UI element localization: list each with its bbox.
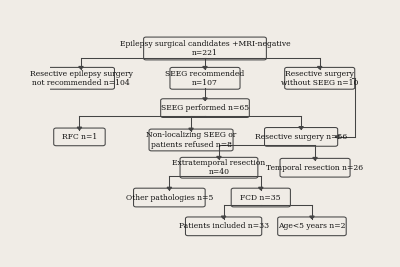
Text: RFC n=1: RFC n=1 [62, 133, 97, 141]
Polygon shape [299, 127, 303, 129]
Text: Temporal resection n=26: Temporal resection n=26 [266, 164, 364, 172]
FancyBboxPatch shape [231, 188, 290, 207]
Text: Resective surgery
without SEEG n=10: Resective surgery without SEEG n=10 [281, 70, 358, 87]
FancyBboxPatch shape [144, 37, 266, 60]
Polygon shape [217, 156, 221, 159]
Text: Other pathologies n=5: Other pathologies n=5 [126, 194, 213, 202]
Polygon shape [258, 187, 263, 190]
Text: Non-localizing SEEG or
patients refused n=8: Non-localizing SEEG or patients refused … [146, 131, 236, 148]
Text: Epilepsy surgical candidates +MRI-negative
n=221: Epilepsy surgical candidates +MRI-negati… [120, 40, 290, 57]
FancyBboxPatch shape [278, 217, 346, 236]
Text: FCD n=35: FCD n=35 [240, 194, 281, 202]
FancyBboxPatch shape [186, 217, 262, 236]
Polygon shape [189, 128, 193, 131]
FancyBboxPatch shape [180, 157, 258, 178]
Polygon shape [313, 158, 317, 160]
FancyBboxPatch shape [134, 188, 205, 207]
Text: SEEG recommended
n=107: SEEG recommended n=107 [165, 70, 245, 87]
FancyBboxPatch shape [280, 158, 350, 177]
FancyBboxPatch shape [285, 67, 355, 89]
Polygon shape [79, 66, 83, 69]
FancyBboxPatch shape [161, 99, 249, 117]
Text: SEEG performed n=65: SEEG performed n=65 [161, 104, 249, 112]
Polygon shape [203, 66, 207, 69]
Text: Age<5 years n=2: Age<5 years n=2 [278, 222, 346, 230]
FancyBboxPatch shape [54, 128, 105, 146]
FancyBboxPatch shape [48, 67, 114, 89]
Polygon shape [318, 66, 322, 69]
Polygon shape [310, 216, 314, 219]
FancyBboxPatch shape [170, 67, 240, 89]
Polygon shape [77, 127, 82, 130]
Polygon shape [221, 216, 226, 219]
FancyBboxPatch shape [264, 128, 338, 146]
Text: Patients included n=33: Patients included n=33 [178, 222, 269, 230]
Text: Resective epilepsy surgery
not recommended n=104: Resective epilepsy surgery not recommend… [30, 70, 132, 87]
Polygon shape [335, 135, 339, 138]
Text: Extratemporal resection
n=40: Extratemporal resection n=40 [172, 159, 266, 176]
Polygon shape [203, 98, 207, 100]
Text: Resective surgery n=56: Resective surgery n=56 [255, 133, 347, 141]
Polygon shape [167, 187, 172, 190]
FancyBboxPatch shape [149, 129, 233, 151]
